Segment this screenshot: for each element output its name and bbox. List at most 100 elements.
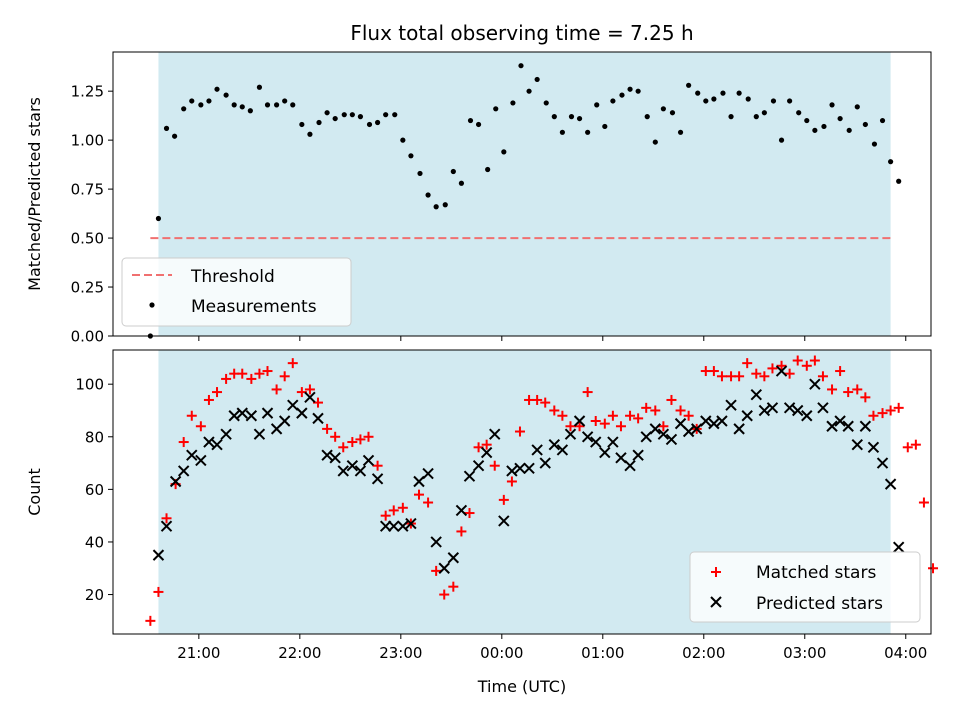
predicted-star-point: [817, 402, 829, 414]
top-ytick-label: 0.25: [71, 279, 104, 297]
predicted-star-point: [203, 436, 215, 448]
matched-star-point: [203, 394, 214, 405]
predicted-star-point: [691, 423, 703, 435]
predicted-star-point: [472, 459, 485, 472]
measurement-point: [501, 149, 507, 155]
measurement-point: [610, 98, 616, 104]
matched-star-point: [464, 508, 475, 519]
matched-star-point: [817, 371, 828, 382]
matched-star-point: [565, 421, 576, 432]
matched-star-point: [372, 460, 383, 471]
measurement-point: [274, 102, 280, 108]
matched-star-point: [489, 460, 500, 471]
matched-star-point: [658, 421, 669, 432]
matched-star-point: [708, 366, 719, 377]
matched-star-point: [456, 526, 467, 537]
bottom-ytick-label: 60: [85, 481, 104, 499]
measurement-point: [442, 202, 448, 208]
top-ytick-label: 1.00: [71, 132, 104, 150]
matched-star-point: [625, 410, 636, 421]
measurement-point: [214, 86, 220, 92]
bottom-panel: 20 40 60 80 100 21:00 22:00 23:00 00:00 01:00 02:…: [25, 349, 939, 696]
measurement-point: [821, 123, 827, 130]
predicted-star-point: [422, 467, 434, 480]
top-y-ticks: 0.00 0.25 0.50 0.75 1.00 1.25: [71, 83, 113, 346]
matched-star-point: [827, 384, 838, 395]
measurement-point: [231, 102, 237, 108]
measurement-point: [812, 127, 818, 133]
legend-measurements-label: Measurements: [191, 297, 317, 317]
measurement-point: [239, 104, 245, 110]
matched-star-point: [641, 402, 652, 413]
measurement-point: [551, 114, 557, 120]
measurement-point: [206, 98, 212, 104]
measurement-point: [417, 170, 423, 177]
measurement-point: [652, 139, 658, 145]
matched-star-point: [532, 394, 543, 405]
predicted-star-point: [220, 428, 232, 440]
measurement-point: [559, 129, 565, 135]
measurement-point: [349, 112, 355, 118]
bottom-xtick-label: 01:00: [581, 644, 624, 662]
predicted-star-point: [834, 415, 846, 427]
measurement-point: [332, 115, 338, 122]
predicted-star-point: [801, 410, 813, 422]
measurement-point: [854, 104, 860, 110]
measurement-point: [475, 121, 482, 128]
bottom-xtick-label: 23:00: [379, 644, 422, 662]
predicted-star-point: [463, 470, 476, 482]
bottom-ytick-label: 100: [75, 376, 104, 394]
top-legend-box: [121, 257, 352, 327]
predicted-star-point: [245, 410, 258, 422]
predicted-star-point: [741, 410, 753, 422]
matched-star-point: [262, 366, 273, 377]
predicted-star-point: [615, 452, 627, 464]
measurement-point: [256, 84, 263, 90]
predicted-star-point: [413, 475, 425, 488]
predicted-star-point: [236, 407, 248, 419]
measurement-point: [543, 100, 549, 106]
predicted-star-point: [750, 388, 762, 401]
matched-star-point: [161, 513, 172, 524]
measurement-point: [341, 112, 347, 118]
predicted-star-point: [590, 436, 602, 448]
measurement-point: [383, 112, 389, 118]
matched-star-point: [767, 363, 778, 374]
measurement-point: [307, 131, 313, 137]
predicted-star-point: [489, 428, 501, 440]
measurement-point: [324, 110, 330, 116]
measurement-point: [290, 102, 296, 108]
bottom-xtick-label: 21:00: [177, 644, 220, 662]
predicted-star-point: [287, 399, 299, 411]
predicted-star-point: [716, 415, 728, 427]
predicted-star-point: [632, 449, 644, 461]
matched-star-point: [835, 366, 846, 377]
predicted-star-point: [573, 415, 586, 427]
predicted-star-point: [791, 404, 804, 417]
matched-star-point: [313, 397, 324, 408]
predicted-star-point: [430, 536, 442, 548]
matched-star-point: [423, 497, 434, 508]
legend-predicted-swatch: [710, 596, 722, 608]
legend-matched-swatch: [711, 567, 721, 577]
matched-star-point: [296, 387, 307, 398]
measurement-point: [846, 127, 852, 133]
matched-star-point: [599, 418, 610, 429]
matched-star-point: [557, 410, 568, 421]
measurement-point: [660, 106, 666, 112]
top-legend: Threshold Measurements: [121, 257, 352, 327]
measurement-point: [450, 168, 456, 175]
predicted-star-point: [607, 436, 619, 448]
predicted-star-point: [775, 365, 788, 377]
predicted-star-point: [346, 459, 359, 472]
predicted-star-point: [362, 454, 375, 467]
measurement-point: [871, 141, 878, 147]
matched-star-point: [742, 358, 753, 369]
measurement-point: [879, 117, 886, 124]
measurement-point: [711, 96, 717, 102]
matched-star-point: [809, 355, 820, 366]
matched-star-point: [279, 371, 290, 382]
measurement-point: [745, 96, 751, 102]
measurement-point: [585, 129, 591, 135]
